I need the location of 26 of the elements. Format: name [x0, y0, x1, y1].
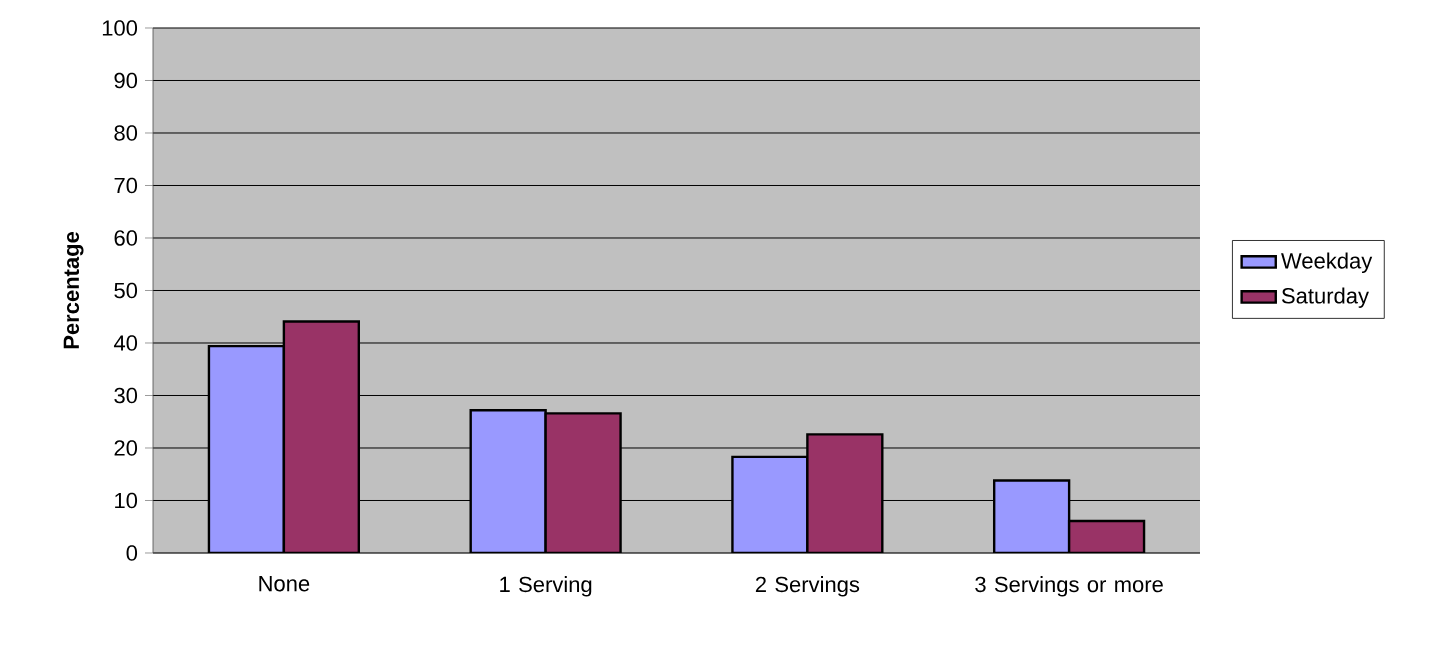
- bar: [282, 320, 361, 553]
- y-tick-label: 60: [114, 230, 138, 246]
- y-tick-label: 100: [102, 20, 138, 36]
- y-tick-label: 10: [115, 492, 138, 509]
- bar: [207, 344, 286, 553]
- y-tick-label: 30: [114, 387, 138, 404]
- bar: [806, 433, 884, 553]
- x-tick-label: 3 Servings or more: [975, 576, 1163, 597]
- bar: [1067, 519, 1146, 553]
- y-tick-label: 80: [114, 125, 138, 141]
- y-tick-label: 0: [126, 545, 138, 561]
- y-tick-label: 70: [114, 177, 138, 194]
- bar: [992, 479, 1071, 553]
- bar: [731, 455, 809, 553]
- y-tick-label: 50: [114, 282, 138, 299]
- legend-label: Weekday: [1281, 252, 1373, 273]
- x-tick-label: None: [259, 576, 310, 592]
- y-tick-label: 90: [114, 72, 138, 89]
- x-tick-label: 2 Servings: [755, 576, 860, 597]
- y-tick-label: 40: [113, 335, 138, 351]
- legend-label: Saturday: [1281, 287, 1369, 308]
- y-axis-title: Percentage: [63, 231, 84, 349]
- y-tick-label: 20: [114, 440, 138, 456]
- bar: [469, 408, 547, 553]
- bar: [544, 412, 622, 553]
- x-tick-label: 1 Serving: [500, 576, 592, 597]
